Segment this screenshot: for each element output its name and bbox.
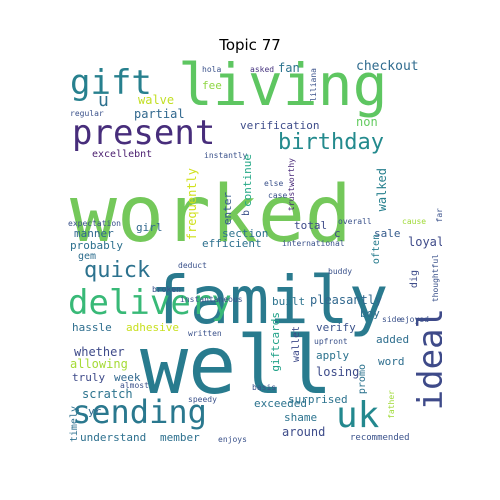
word-dig: dig: [409, 270, 420, 289]
word-c: c: [334, 227, 341, 240]
word-truly: truly: [72, 371, 106, 384]
word-word: word: [378, 355, 405, 368]
word-basis: basis: [252, 383, 277, 392]
word-hola: hola: [202, 65, 222, 74]
word-losing: losing: [316, 365, 360, 379]
word-checkout: checkout: [356, 59, 419, 74]
word-present: present: [72, 113, 216, 153]
word-partial: partial: [134, 107, 185, 121]
word-enjoys: enjoys: [218, 435, 247, 444]
word-verification: verification: [240, 119, 320, 132]
word-walked: walked: [375, 168, 389, 212]
word-broken: broken: [152, 285, 181, 294]
word-birthday: birthday: [278, 130, 384, 155]
word-understand: understand: [80, 431, 147, 444]
word-expectation: expectation: [68, 219, 121, 228]
word-instantaneous: instantaneous: [180, 295, 243, 304]
word-probably: probably: [70, 239, 123, 252]
word-speedy: speedy: [188, 395, 217, 404]
word-living: living: [178, 58, 388, 119]
word-manner: manner: [74, 227, 114, 240]
word-timely: timely: [69, 406, 80, 443]
word-boy: boy: [360, 307, 380, 320]
word-girl: girl: [136, 221, 163, 234]
word-ejoyed: ejoyed: [400, 315, 429, 324]
word-quick: quick: [84, 258, 151, 283]
word-case: case: [268, 191, 288, 200]
word-apply: apply: [316, 349, 350, 362]
word-total: total: [294, 219, 328, 232]
word-verify: verify: [316, 321, 356, 334]
word-gift: gift: [70, 63, 152, 103]
word-regular: regular: [70, 109, 104, 118]
word-fee: fee: [202, 79, 222, 92]
word-asked: asked: [250, 65, 275, 74]
word-excellebnt: excellebnt: [92, 149, 153, 160]
word-family: family: [150, 262, 389, 339]
word-liliana: liliana: [309, 68, 318, 102]
word-international: international: [282, 239, 345, 248]
word-frequently: frequently: [185, 168, 199, 241]
word-pleasantly: pleasantly: [310, 293, 383, 307]
word-instantly: instantly: [204, 151, 248, 160]
word-written: written: [188, 329, 222, 338]
word-efficient: efficient: [202, 237, 262, 250]
word-sending: sending: [72, 393, 207, 431]
chart-title: Topic 77: [219, 36, 281, 54]
word-else: else: [264, 179, 284, 188]
word-recommended: recommended: [350, 433, 410, 443]
word-giftcards: giftcards: [269, 312, 282, 372]
word-promo: promo: [357, 364, 368, 395]
word-built: built: [272, 295, 306, 308]
word-father: father: [387, 390, 396, 419]
word-delivery: delivery: [68, 283, 232, 323]
word-adhesive: adhesive: [126, 321, 179, 334]
word-well: well: [140, 319, 333, 412]
word-allowing: allowing: [70, 357, 128, 371]
word-side: side: [382, 315, 402, 324]
word-non: non: [356, 115, 378, 129]
word-shame: shame: [284, 411, 318, 424]
word-added: added: [376, 333, 410, 346]
word-section: section: [222, 227, 269, 240]
word-surprised: surprised: [288, 393, 348, 406]
word-trustworthy: trustworthy: [287, 158, 296, 211]
word-cloud: worked family well living gift present d…: [66, 58, 442, 450]
word-loyal: loyal: [408, 235, 442, 249]
word-wallet: wallet: [291, 326, 302, 363]
word-member: member: [160, 431, 200, 444]
word-whether: whether: [74, 345, 125, 359]
word-enter: enter: [221, 192, 234, 226]
word-often: often: [371, 234, 382, 265]
word-gem: gem: [78, 251, 97, 262]
word-walve: walve: [138, 93, 175, 107]
word-cause: cause: [402, 217, 427, 226]
word-upfront: upfront: [314, 337, 348, 346]
word-exceeded: exceeded: [254, 397, 307, 410]
word-yr: yr: [88, 405, 102, 418]
word-buddy: buddy: [328, 267, 353, 276]
word-thoughtful: thoughtful: [431, 254, 440, 303]
word-sale: sale: [374, 227, 401, 240]
word-fan: fan: [278, 61, 300, 75]
word-overall: overall: [338, 217, 372, 226]
word-scratch: scratch: [82, 387, 133, 401]
word-hassle: hassle: [72, 321, 112, 334]
word-u: u: [98, 90, 109, 111]
word-b: b: [241, 210, 252, 217]
word-week: week: [114, 371, 141, 384]
word-deduct: deduct: [178, 261, 207, 270]
word-almost: almost: [120, 381, 149, 390]
word-worked: worked: [70, 170, 352, 260]
word-continue: continue: [241, 154, 254, 207]
word-around: around: [282, 425, 326, 439]
word-uk: uk: [336, 395, 380, 436]
word-far: far: [435, 208, 442, 223]
